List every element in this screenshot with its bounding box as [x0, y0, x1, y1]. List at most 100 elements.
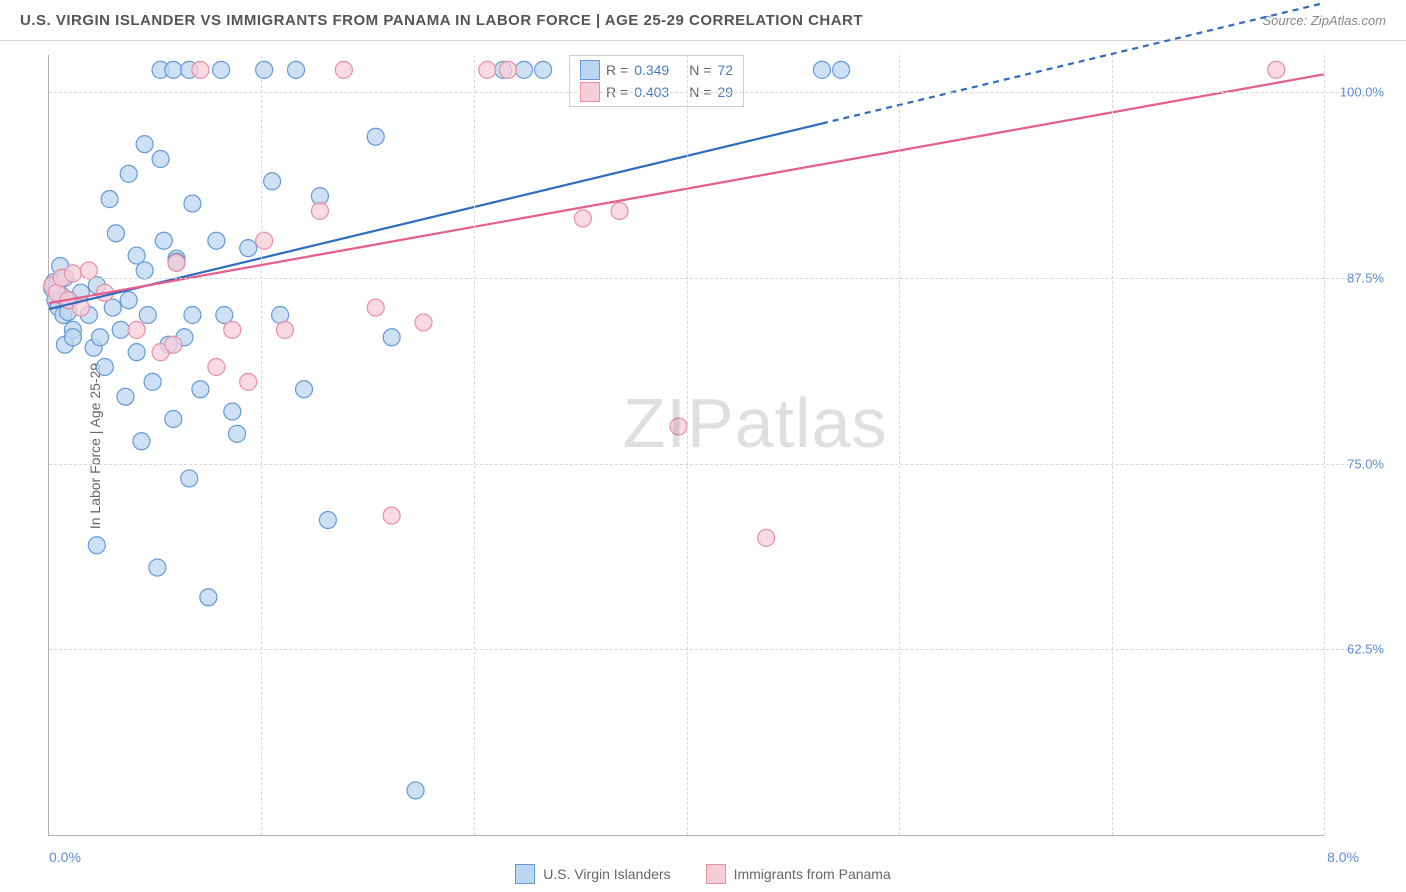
scatter-point [192, 381, 209, 398]
y-tick-label: 87.5% [1329, 270, 1384, 285]
scatter-point [192, 61, 209, 78]
scatter-point [670, 418, 687, 435]
scatter-point [120, 292, 137, 309]
scatter-point [240, 240, 257, 257]
scatter-point [208, 232, 225, 249]
scatter-point [136, 136, 153, 153]
scatter-point [165, 411, 182, 428]
scatter-point [319, 512, 336, 529]
scatter-point [311, 203, 328, 220]
gridline-vertical [474, 55, 475, 835]
x-axis-min: 0.0% [49, 849, 81, 865]
scatter-point [264, 173, 281, 190]
r-label: R = [606, 62, 628, 78]
scatter-point [149, 559, 166, 576]
scatter-point [168, 255, 185, 272]
scatter-point [152, 151, 169, 168]
scatter-point [611, 203, 628, 220]
gridline-horizontal [49, 278, 1359, 279]
scatter-point [256, 61, 273, 78]
scatter-point [229, 425, 246, 442]
gridline-vertical [687, 55, 688, 835]
scatter-point [833, 61, 850, 78]
legend-swatch [580, 60, 600, 80]
correlation-legend: R =0.349N =72R =0.403N =29 [569, 55, 744, 107]
scatter-point [107, 225, 124, 242]
scatter-point [64, 329, 81, 346]
scatter-point [216, 307, 233, 324]
scatter-point [335, 61, 352, 78]
scatter-point [120, 165, 137, 182]
scatter-point [96, 359, 113, 376]
gridline-horizontal [49, 649, 1359, 650]
scatter-point [104, 299, 121, 316]
scatter-point [276, 321, 293, 338]
scatter-point [155, 232, 172, 249]
gridline-vertical [899, 55, 900, 835]
scatter-point [383, 507, 400, 524]
scatter-point [181, 470, 198, 487]
legend-swatch [515, 864, 535, 884]
scatter-point [383, 329, 400, 346]
scatter-point [224, 321, 241, 338]
y-tick-label: 62.5% [1329, 642, 1384, 657]
scatter-point [101, 191, 118, 208]
scatter-point [88, 537, 105, 554]
scatter-point [128, 344, 145, 361]
legend-label: Immigrants from Panama [734, 866, 891, 882]
scatter-point [500, 61, 517, 78]
plot-area: ZIPatlas R =0.349N =72R =0.403N =29 0.0%… [48, 55, 1324, 836]
scatter-point [112, 321, 129, 338]
scatter-point [184, 307, 201, 324]
legend-item: U.S. Virgin Islanders [515, 864, 670, 884]
scatter-point [139, 307, 156, 324]
y-tick-label: 100.0% [1329, 85, 1384, 100]
scatter-point [407, 782, 424, 799]
scatter-point [144, 373, 161, 390]
scatter-point [128, 247, 145, 264]
scatter-point [117, 388, 134, 405]
scatter-point [133, 433, 150, 450]
series-legend: U.S. Virgin Islanders Immigrants from Pan… [0, 864, 1406, 884]
x-axis-max: 8.0% [1327, 849, 1359, 865]
correlation-legend-row: R =0.349N =72 [580, 60, 733, 80]
scatter-point [208, 359, 225, 376]
gridline-vertical [1112, 55, 1113, 835]
scatter-point [224, 403, 241, 420]
scatter-point [813, 61, 830, 78]
legend-swatch [706, 864, 726, 884]
scatter-point [256, 232, 273, 249]
scatter-point [515, 61, 532, 78]
legend-label: U.S. Virgin Islanders [543, 866, 670, 882]
scatter-point [367, 128, 384, 145]
scatter-point [240, 373, 257, 390]
y-tick-label: 75.0% [1329, 456, 1384, 471]
title-bar: U.S. VIRGIN ISLANDER VS IMMIGRANTS FROM … [0, 0, 1406, 41]
source-label: Source: ZipAtlas.com [1262, 13, 1386, 28]
scatter-point [213, 61, 230, 78]
scatter-point [479, 61, 496, 78]
scatter-point [64, 265, 81, 282]
scatter-point [200, 589, 217, 606]
legend-item: Immigrants from Panama [706, 864, 891, 884]
chart-title: U.S. VIRGIN ISLANDER VS IMMIGRANTS FROM … [20, 12, 863, 29]
scatter-point [128, 321, 145, 338]
scatter-point [415, 314, 432, 331]
scatter-point [296, 381, 313, 398]
scatter-point [165, 61, 182, 78]
gridline-vertical [261, 55, 262, 835]
scatter-point [92, 329, 109, 346]
scatter-point [288, 61, 305, 78]
scatter-point [165, 336, 182, 353]
scatter-point [1268, 61, 1285, 78]
gridline-vertical [1324, 55, 1325, 835]
gridline-horizontal [49, 464, 1359, 465]
scatter-point [574, 210, 591, 227]
scatter-point [758, 529, 775, 546]
gridline-horizontal [49, 92, 1359, 93]
n-value: 72 [717, 62, 733, 78]
scatter-point [535, 61, 552, 78]
r-value: 0.349 [634, 62, 669, 78]
scatter-point [136, 262, 153, 279]
scatter-point [80, 262, 97, 279]
